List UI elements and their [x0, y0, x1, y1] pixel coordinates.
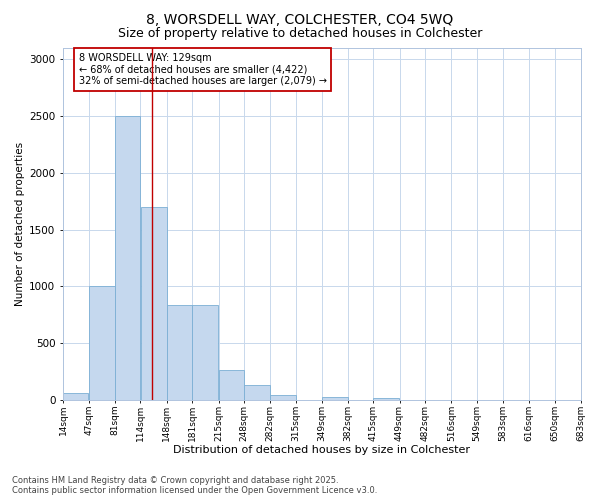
- Bar: [244, 386, 270, 400]
- X-axis label: Distribution of detached houses by size in Colchester: Distribution of detached houses by size …: [173, 445, 470, 455]
- Y-axis label: Number of detached properties: Number of detached properties: [15, 142, 25, 306]
- Bar: [140, 207, 167, 400]
- Bar: [373, 398, 400, 400]
- Bar: [322, 397, 347, 400]
- Bar: [89, 286, 115, 401]
- Bar: [63, 394, 88, 400]
- Text: Size of property relative to detached houses in Colchester: Size of property relative to detached ho…: [118, 28, 482, 40]
- Text: Contains HM Land Registry data © Crown copyright and database right 2025.
Contai: Contains HM Land Registry data © Crown c…: [12, 476, 377, 495]
- Bar: [271, 394, 296, 400]
- Bar: [218, 370, 244, 400]
- Bar: [115, 116, 140, 401]
- Text: 8, WORSDELL WAY, COLCHESTER, CO4 5WQ: 8, WORSDELL WAY, COLCHESTER, CO4 5WQ: [146, 12, 454, 26]
- Text: 8 WORSDELL WAY: 129sqm
← 68% of detached houses are smaller (4,422)
32% of semi-: 8 WORSDELL WAY: 129sqm ← 68% of detached…: [79, 53, 326, 86]
- Bar: [193, 304, 218, 400]
- Bar: [167, 304, 192, 400]
